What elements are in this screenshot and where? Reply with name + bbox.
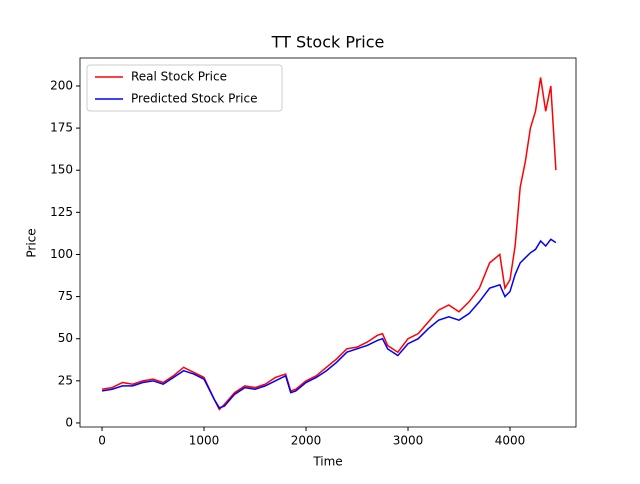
x-tick-label: 3000 [393,434,424,448]
legend-box [86,64,283,112]
x-tick-label: 4000 [495,434,526,448]
y-tick-label: 100 [50,247,73,261]
chart-title: TT Stock Price [271,33,385,52]
plot-frame [79,57,577,428]
y-tick-label: 200 [50,78,73,92]
legend-label: Predicted Stock Price [131,92,257,106]
y-tick-label: 125 [50,205,73,219]
y-tick-label: 150 [50,163,73,177]
series-line [101,77,557,411]
y-axis-label: Price [25,228,39,257]
series-line [101,238,557,409]
x-tick-label: 2000 [291,434,322,448]
y-tick-label: 175 [50,121,73,135]
x-tick-label: 0 [98,434,106,448]
y-tick-label: 75 [58,289,73,303]
y-tick-label: 25 [58,373,73,387]
x-axis-label: Time [312,455,342,469]
legend-label: Real Stock Price [131,70,227,84]
y-tick-label: 50 [58,331,73,345]
x-tick-label: 1000 [189,434,220,448]
y-tick-label: 0 [65,415,73,429]
